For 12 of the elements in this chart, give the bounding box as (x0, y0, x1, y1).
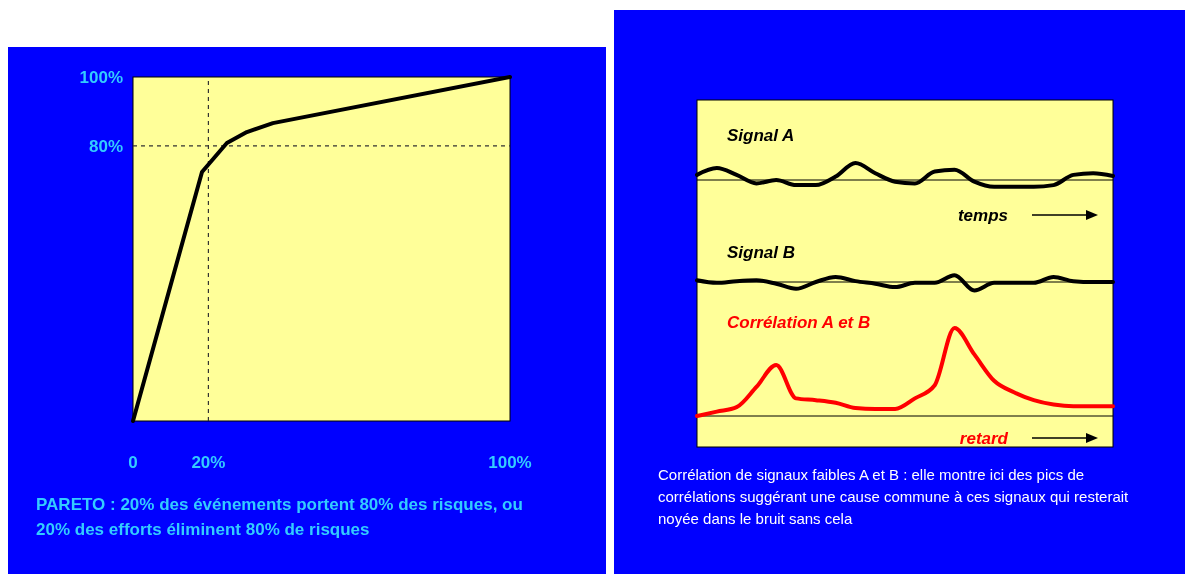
x-axis-title: retard (959, 429, 1009, 448)
series-label: Signal A (727, 126, 795, 145)
x-tick-label: 100% (488, 453, 532, 472)
x-tick-label: 0 (128, 453, 138, 472)
text: PARETO : 20% des événements portent 80% des risques, ou 20% des efforts éliminent 80% de risques (36, 494, 524, 541)
x-axis-title: temps (957, 206, 1008, 225)
x-tick-label: 20% (191, 453, 226, 472)
text: Corrélation A et B (727, 313, 871, 332)
series-label: Signal B (727, 243, 796, 262)
text: Corrélation de signaux faibles A et B : elle montre ici des pics de corrélations suggérant une cause commune à ces signaux qui resterait noyée dans le bruit sans cela (658, 465, 1130, 529)
line-series (131, 75, 512, 423)
y-tick-label: 80% (88, 136, 123, 156)
